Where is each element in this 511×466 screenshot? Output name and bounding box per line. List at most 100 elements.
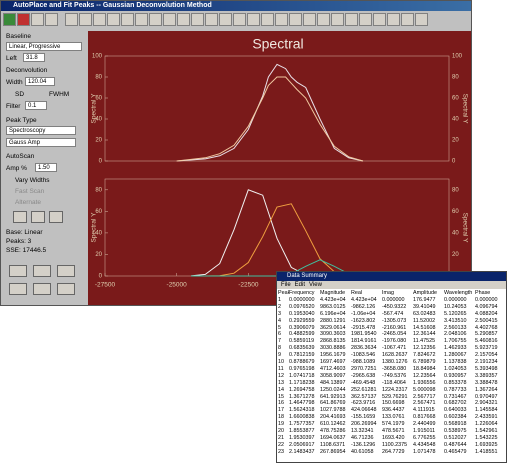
radio[interactable]: SD [15,91,25,98]
y-tick-label: 0 [99,274,103,280]
table-cell: 3090.3603 [320,331,346,338]
tool-button[interactable] [317,13,330,26]
tool-button[interactable] [275,13,288,26]
button[interactable] [57,265,75,277]
tool-button[interactable] [247,13,260,26]
table-cell: -1067.471 [382,345,407,352]
tool-button[interactable] [387,13,400,26]
tool-button[interactable] [3,13,16,26]
input[interactable]: 31.8 [23,53,45,62]
tool-button[interactable] [17,13,30,26]
dropdown[interactable]: Spectroscopy [6,126,76,135]
menu-item[interactable]: Edit [294,282,306,288]
table-cell: 1.137838 [444,359,467,365]
tool-button[interactable] [261,13,274,26]
table-cell: 1380.1276 [382,359,408,365]
tool-button[interactable] [45,13,58,26]
table-cell: 2.567471 [413,400,436,407]
tool-button[interactable] [219,13,232,26]
tool-button[interactable] [415,13,428,26]
table-cell: 2.433591 [475,414,498,421]
table-cell: -623.9716 [351,400,376,407]
tool-button[interactable] [93,13,106,26]
table-cell: 1.7577357 [289,421,315,428]
tool-button[interactable] [135,13,148,26]
dropdown[interactable]: Linear, Progressive [6,42,82,51]
table-cell: 1027.9788 [320,407,346,414]
table-cell: -1623.802 [351,317,376,324]
table-cell: 12 [278,372,284,379]
button[interactable] [9,265,27,277]
button[interactable] [13,211,27,223]
table-cell: -2160.961 [382,324,407,331]
table-cell: 2868.8135 [320,338,346,345]
y-tick-label: 0 [99,159,103,165]
input[interactable]: 0.1 [25,101,47,110]
tool-button[interactable] [121,13,134,26]
menu-item[interactable]: File [281,282,291,288]
button[interactable] [31,211,45,223]
tool-button[interactable] [205,13,218,26]
y-tick-label: 80 [95,187,102,193]
table-cell: 39.41049 [413,303,436,310]
table-cell: 0.787733 [444,386,467,393]
input[interactable]: 1.50 [35,163,57,172]
tool-button[interactable] [331,13,344,26]
tool-button[interactable] [107,13,120,26]
table-cell: 1224.2317 [382,386,408,393]
radio[interactable]: FWHM [49,91,70,98]
table-cell: 6 [278,331,281,338]
series-line [176,76,364,162]
table-cell: -118.4064 [382,379,406,386]
button[interactable] [33,265,51,277]
table-cell: 3.413510 [444,317,467,324]
table-cell: -136.1296 [351,441,376,448]
table-cell: 5.120265 [444,310,467,317]
button[interactable] [33,283,51,295]
menu-item[interactable]: View [309,282,322,288]
tool-button[interactable] [163,13,176,26]
button[interactable] [57,283,75,295]
table-cell: 1.2694758 [289,386,315,393]
checkbox[interactable]: Vary Widths [15,177,50,184]
table-cell: 1.3671278 [289,393,315,400]
table-cell: 206.26994 [351,421,377,428]
table-cell: 14.51608 [413,324,436,331]
tool-button[interactable] [345,13,358,26]
table-cell: 1.706755 [444,338,467,345]
table-cell: 2.048106 [444,331,467,338]
tool-button[interactable] [191,13,204,26]
y-tick-label: 20 [95,252,102,258]
table-cell: 1.543225 [475,434,498,441]
table-cell: 17 [278,407,284,414]
dropdown[interactable]: Gauss Amp [6,138,76,147]
y-tick-label: 60 [95,209,102,215]
table-cell: -988.1089 [351,359,376,365]
table-cell: 2.560133 [444,324,467,331]
table-cell: 1.936556 [413,379,436,386]
y-tick-label: 0 [452,159,456,165]
button[interactable] [49,211,63,223]
table-cell: -9862.126 [351,303,376,310]
tool-button[interactable] [233,13,246,26]
tool-button[interactable] [289,13,302,26]
checkbox[interactable]: Fast Scan [15,188,45,195]
table-cell: 0.000000 [475,296,498,303]
tool-button[interactable] [31,13,44,26]
table-cell: 0.1953040 [289,310,315,317]
checkbox[interactable]: Alternate [15,199,42,206]
tool-button[interactable] [149,13,162,26]
button[interactable] [9,283,27,295]
label: Left [6,55,17,62]
side-panel: Baseline Linear, Progressive Left 31.8 D… [3,31,87,305]
tool-button[interactable] [79,13,92,26]
tool-button[interactable] [65,13,78,26]
input[interactable]: 120.04 [25,77,55,86]
table-cell: 16 [278,400,284,407]
tool-button[interactable] [359,13,372,26]
tool-button[interactable] [373,13,386,26]
tool-button[interactable] [303,13,316,26]
tool-button[interactable] [401,13,414,26]
tool-button[interactable] [177,13,190,26]
label: Baseline [6,33,31,40]
